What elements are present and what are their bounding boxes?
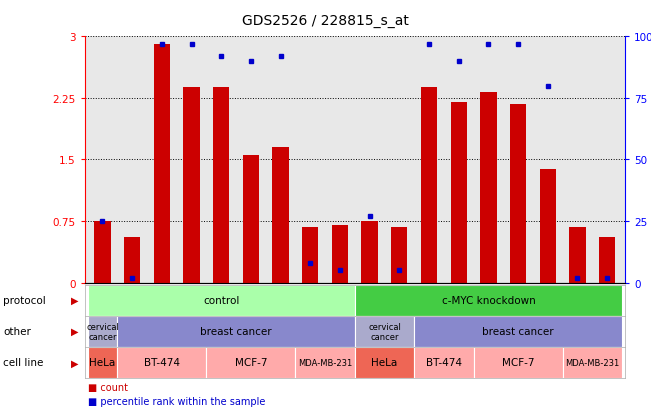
- Bar: [599, 238, 615, 283]
- Bar: [243, 156, 259, 283]
- Text: MCF-7: MCF-7: [502, 357, 534, 368]
- Bar: [391, 227, 408, 283]
- Text: protocol: protocol: [3, 295, 46, 306]
- Bar: [302, 227, 318, 283]
- Text: cervical
cancer: cervical cancer: [368, 322, 401, 341]
- Bar: [540, 170, 556, 283]
- Bar: [361, 221, 378, 283]
- Bar: [94, 221, 111, 283]
- Bar: [184, 88, 200, 283]
- Text: control: control: [203, 295, 240, 306]
- Text: ▶: ▶: [70, 326, 78, 337]
- Text: HeLa: HeLa: [371, 357, 398, 368]
- Bar: [480, 93, 497, 283]
- Bar: [332, 225, 348, 283]
- Text: BT-474: BT-474: [426, 357, 462, 368]
- Bar: [450, 103, 467, 283]
- Text: BT-474: BT-474: [144, 357, 180, 368]
- Bar: [154, 45, 170, 283]
- Text: cell line: cell line: [3, 357, 44, 368]
- Bar: [569, 227, 586, 283]
- Bar: [124, 238, 141, 283]
- Text: ▶: ▶: [70, 357, 78, 368]
- Text: c-MYC knockdown: c-MYC knockdown: [441, 295, 535, 306]
- Text: MDA-MB-231: MDA-MB-231: [565, 358, 620, 367]
- Text: breast cancer: breast cancer: [201, 326, 272, 337]
- Bar: [510, 104, 526, 283]
- Text: MCF-7: MCF-7: [234, 357, 267, 368]
- Text: ■ count: ■ count: [88, 382, 128, 392]
- Bar: [272, 148, 289, 283]
- Text: GDS2526 / 228815_s_at: GDS2526 / 228815_s_at: [242, 14, 409, 28]
- Bar: [421, 88, 437, 283]
- Text: MDA-MB-231: MDA-MB-231: [298, 358, 352, 367]
- Text: ■ percentile rank within the sample: ■ percentile rank within the sample: [88, 396, 265, 406]
- Text: breast cancer: breast cancer: [482, 326, 554, 337]
- Text: HeLa: HeLa: [89, 357, 116, 368]
- Text: cervical
cancer: cervical cancer: [86, 322, 119, 341]
- Text: ▶: ▶: [70, 295, 78, 306]
- Text: other: other: [3, 326, 31, 337]
- Bar: [213, 88, 229, 283]
